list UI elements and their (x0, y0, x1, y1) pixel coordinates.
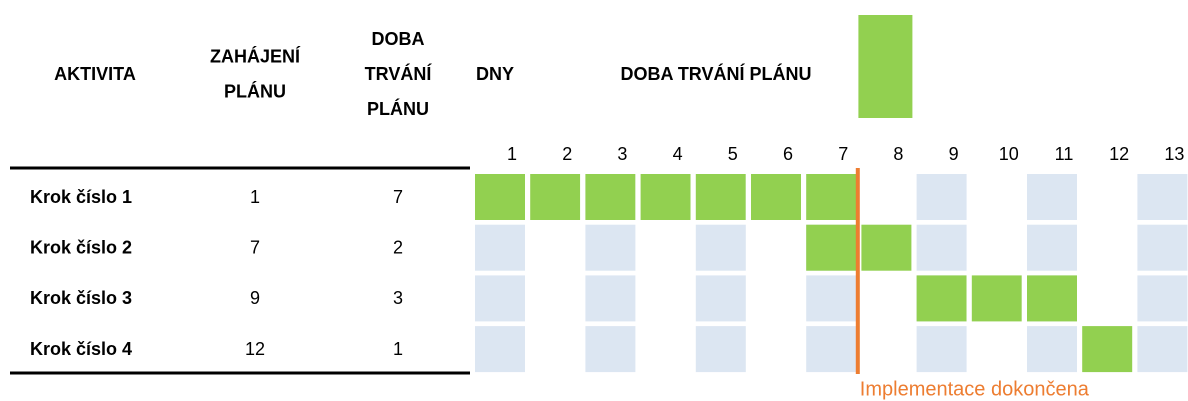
day-label: 7 (838, 144, 848, 164)
task-cell (640, 174, 691, 220)
task-start: 12 (245, 339, 265, 359)
day-label: 13 (1164, 144, 1184, 164)
empty-cell (806, 326, 857, 373)
marker-label: Implementace dokončena (860, 378, 1090, 400)
empty-cell (1137, 174, 1188, 220)
task-cell (530, 174, 581, 220)
day-label: 1 (507, 144, 517, 164)
task-cell (475, 174, 525, 220)
task-bar (1082, 326, 1133, 373)
task-start: 1 (250, 187, 260, 207)
day-label: 10 (999, 144, 1019, 164)
legend-swatch (858, 15, 913, 118)
task-cell (695, 174, 746, 220)
empty-cell (475, 275, 525, 322)
empty-cell (695, 224, 746, 271)
task-cell (806, 224, 857, 271)
task-cell (1027, 275, 1077, 322)
task-cell (806, 174, 857, 220)
task-cell-gap (690, 174, 696, 220)
task-cell (971, 275, 1022, 322)
empty-cell (916, 174, 967, 220)
column-header: PLÁNU (367, 98, 429, 119)
task-name: Krok číslo 4 (30, 339, 132, 359)
task-duration: 7 (393, 187, 403, 207)
day-label: 5 (728, 144, 738, 164)
task-cell-gap (525, 174, 531, 220)
day-label: 9 (949, 144, 959, 164)
empty-cell (806, 275, 857, 322)
empty-cell (585, 224, 636, 271)
column-header: AKTIVITA (54, 64, 136, 84)
task-duration: 2 (393, 237, 403, 257)
task-bar (475, 174, 857, 220)
day-label: 2 (562, 144, 572, 164)
empty-cell (1137, 224, 1188, 271)
day-label: 6 (783, 144, 793, 164)
task-cell (1082, 326, 1133, 373)
day-label: 8 (893, 144, 903, 164)
task-name: Krok číslo 3 (30, 288, 132, 308)
task-start: 7 (250, 237, 260, 257)
task-name: Krok číslo 2 (30, 237, 132, 257)
day-label: 3 (617, 144, 627, 164)
task-duration: 1 (393, 339, 403, 359)
task-cell-gap (580, 174, 586, 220)
day-label: 11 (1055, 144, 1074, 164)
task-cell (861, 224, 912, 271)
task-cell (585, 174, 636, 220)
task-cell (916, 275, 967, 322)
task-name: Krok číslo 1 (30, 187, 132, 207)
empty-cell (1027, 174, 1077, 220)
empty-cell (916, 326, 967, 373)
task-cell (751, 174, 801, 220)
column-header: PLÁNU (224, 80, 286, 101)
task-cell-gap (1021, 275, 1027, 322)
empty-cell (695, 275, 746, 322)
empty-cell (695, 326, 746, 373)
empty-cell (916, 224, 967, 271)
empty-cell (585, 326, 636, 373)
column-header: DNY (476, 64, 514, 84)
task-bar (916, 275, 1077, 322)
column-header: DOBA TRVÁNÍ PLÁNU (620, 63, 811, 84)
column-header: DOBA (372, 29, 425, 49)
empty-cell (1027, 326, 1077, 373)
task-start: 9 (250, 288, 260, 308)
empty-cell (475, 326, 525, 373)
day-label: 4 (673, 144, 683, 164)
day-label: 12 (1109, 144, 1129, 164)
empty-cell (585, 275, 636, 322)
empty-cell (475, 224, 525, 271)
task-cell-gap (801, 174, 807, 220)
task-cell-gap (745, 174, 751, 220)
column-header: ZAHÁJENÍ (210, 45, 301, 66)
column-header: TRVÁNÍ (365, 63, 433, 84)
empty-cell (1137, 275, 1188, 322)
empty-cell (1027, 224, 1077, 271)
task-cell-gap (966, 275, 972, 322)
task-duration: 3 (393, 288, 403, 308)
task-cell-gap (635, 174, 641, 220)
empty-cell (1137, 326, 1188, 373)
